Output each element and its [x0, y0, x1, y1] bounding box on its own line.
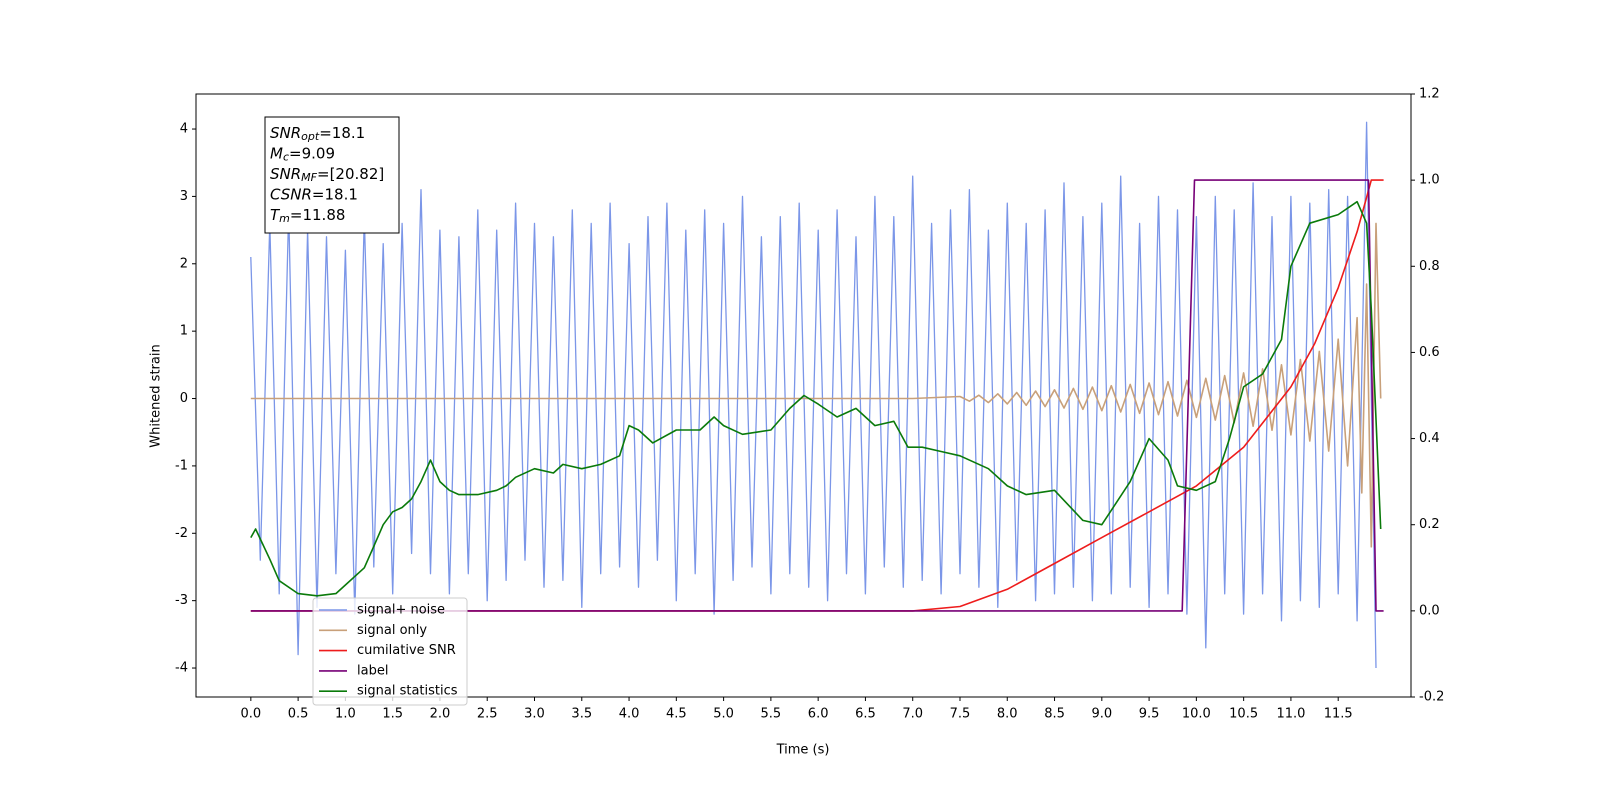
annotation-symbol: SNR: [270, 124, 301, 142]
y2-tick-label: 1.2: [1419, 87, 1440, 102]
annotation-line: CSNR=18.1: [270, 185, 358, 203]
axes-frame: [195, 93, 1412, 698]
x-tick-label: 6.5: [855, 707, 876, 722]
plot-area: [250, 121, 1384, 669]
series-line: [250, 121, 1377, 669]
series-line: [250, 200, 1382, 597]
annotation-value: =18.1: [319, 124, 365, 142]
x-tick-label: 3.0: [524, 707, 545, 722]
y-tick-label: -4: [175, 661, 188, 676]
legend-label: signal only: [357, 623, 427, 638]
annotation-symbol: M: [270, 144, 283, 162]
series-line: [250, 222, 1382, 548]
annotation-line: SNRMF=[20.82]: [270, 165, 384, 185]
annotation-value: =11.88: [290, 206, 346, 224]
legend: signal+ noise signal only cumilative SNR la…: [312, 597, 468, 706]
x-tick-label: 7.5: [950, 707, 971, 722]
annotation-symbol: T: [270, 206, 281, 224]
x-tick-label: 4.5: [666, 707, 687, 722]
y-tick-label: 4: [180, 122, 188, 137]
annotation-symbol: SNR: [270, 165, 301, 183]
x-tick-label: 7.0: [902, 707, 923, 722]
annotation-line: Mc=9.09: [270, 144, 335, 164]
x-tick-label: 3.5: [571, 707, 592, 722]
annotation-subscript: c: [283, 151, 289, 164]
x-tick-label: 5.5: [761, 707, 782, 722]
x-tick-label: 10.5: [1229, 707, 1258, 722]
annotation: SNRopt=18.1Mc=9.09SNRMF=[20.82]CSNR=18.1…: [264, 116, 400, 234]
y2-tick-label: 0.0: [1419, 603, 1440, 618]
x-tick-label: 2.0: [430, 707, 451, 722]
y-tick-label: 3: [180, 189, 188, 204]
x-tick-label: 9.5: [1139, 707, 1160, 722]
series-line: [250, 179, 1384, 612]
y2-tick-label: 0.4: [1419, 431, 1440, 446]
x-tick-label: 9.0: [1091, 707, 1112, 722]
annotation-box: [264, 116, 400, 234]
y-tick-label: -2: [175, 526, 188, 541]
legend-label: cumilative SNR: [357, 643, 456, 658]
x-tick-label: 1.0: [335, 707, 356, 722]
x-axis-label: Time (s): [776, 743, 830, 758]
x-tick-label: 0.0: [240, 707, 261, 722]
y2-tick-label: 1.0: [1419, 173, 1440, 188]
x-tick-label: 6.0: [808, 707, 829, 722]
y-tick-label: 0: [180, 391, 188, 406]
y-tick-label: 2: [180, 256, 188, 271]
y2-tick-label: 0.6: [1419, 345, 1440, 360]
y-tick-label: -3: [175, 593, 188, 608]
legend-label: signal statistics: [357, 684, 458, 699]
annotation-subscript: MF: [301, 171, 317, 184]
x-tick-label: 8.0: [997, 707, 1018, 722]
legend-box: [312, 597, 468, 706]
annotation-subscript: opt: [301, 130, 320, 143]
x-tick-label: 11.0: [1276, 707, 1305, 722]
y-tick-label: -1: [175, 458, 188, 473]
annotation-line: SNRopt=18.1: [270, 124, 365, 144]
x-tick-label: 11.5: [1324, 707, 1353, 722]
y2-tick-label: 0.8: [1419, 259, 1440, 274]
x-tick-label: 4.0: [619, 707, 640, 722]
legend-label: label: [357, 663, 388, 678]
x-tick-label: 10.0: [1182, 707, 1211, 722]
y2-tick-label: 0.2: [1419, 517, 1440, 532]
y-axis-label: Whitened strain: [149, 344, 164, 447]
annotation-value: =18.1: [312, 185, 358, 203]
x-tick-label: 1.5: [382, 707, 403, 722]
x-tick-label: 0.5: [288, 707, 309, 722]
y-tick-label: 1: [180, 324, 188, 339]
annotation-symbol: CSNR: [270, 185, 312, 203]
x-tick-label: 8.5: [1044, 707, 1065, 722]
annotation-value: =9.09: [289, 144, 335, 162]
annotation-value: =[20.82]: [317, 165, 384, 183]
annotation-line: Tm=11.88: [270, 206, 345, 226]
x-tick-label: 2.5: [477, 707, 498, 722]
x-tick-label: 5.0: [713, 707, 734, 722]
annotation-subscript: m: [279, 212, 290, 225]
legend-label: signal+ noise: [357, 603, 445, 618]
y2-tick-label: -0.2: [1419, 690, 1444, 705]
